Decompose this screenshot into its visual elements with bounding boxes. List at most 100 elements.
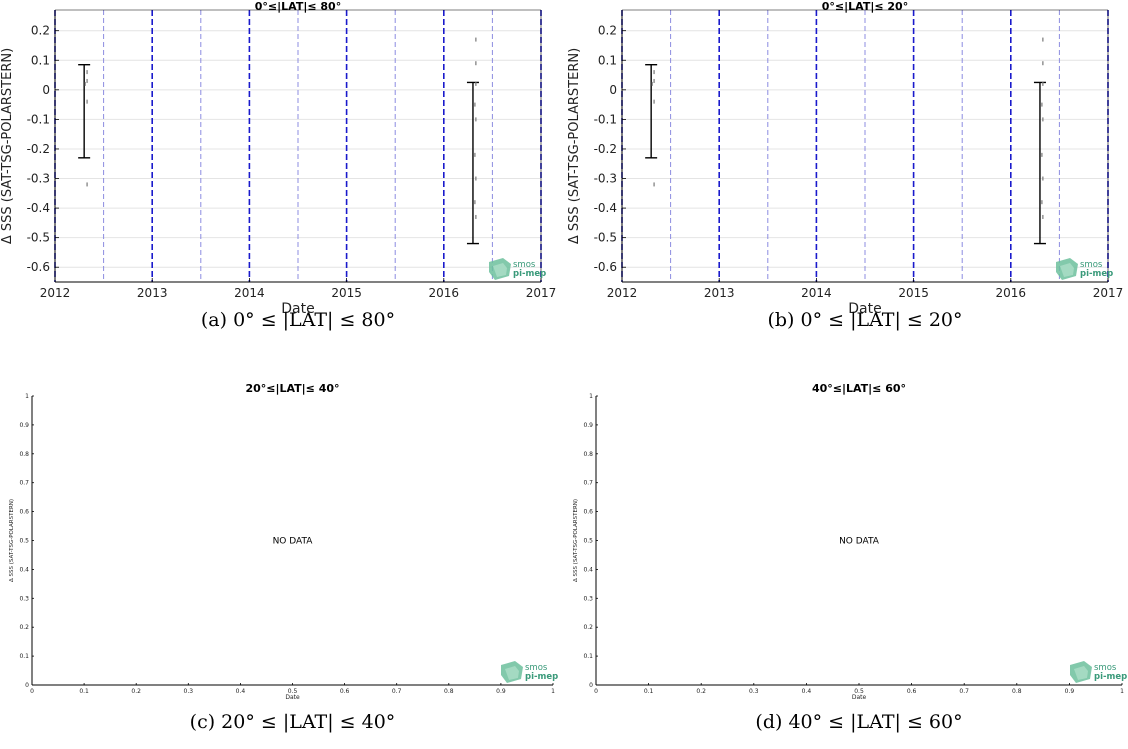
data-point [653, 99, 655, 104]
y-tick-label: 0.1 [31, 53, 50, 67]
data-point [475, 176, 477, 181]
y-tick-label: 0.7 [19, 480, 29, 487]
y-tick-label: -0.6 [27, 260, 50, 274]
x-tick-label: 0.2 [696, 688, 706, 695]
logo-text-smos: smos [1094, 663, 1117, 673]
panel-d: 0 0.1 0.2 0.3 0.4 0.5 0.6 0.7 0.8 0.9 1 1 0.9 0.8 0.7 0… [573, 382, 1127, 733]
data-point [474, 200, 476, 205]
panel-title: 0°≤|LAT|≤ 20° [822, 0, 908, 13]
data-point [653, 78, 655, 83]
y-tick-label: -0.4 [594, 201, 617, 215]
x-tick-label: 0.2 [131, 688, 141, 695]
y-axis-label: Δ SSS (SAT-TSG-POLARSTERN) [573, 499, 579, 582]
x-tick-label: 0.5 [288, 688, 298, 695]
y-tick-label: 0.9 [19, 422, 29, 429]
y-tick-label: 0.8 [19, 451, 29, 458]
panel-a: 2012 2013 2014 2015 2016 2017 0.2 0.1 0 -0.1 -0.2 -… [0, 0, 556, 331]
y-tick-label: 1 [25, 393, 29, 400]
logo-text-pi-mep: pi-mep [525, 672, 558, 682]
data-point [474, 152, 476, 157]
y-tick-label: -0.3 [594, 172, 617, 186]
x-tick-label: 2016 [996, 286, 1027, 300]
y-tick-label: -0.2 [594, 142, 617, 156]
data-point [474, 102, 476, 107]
x-axis-label: Date [848, 301, 881, 317]
logo-shape-inner [1074, 666, 1088, 680]
y-tick-label: 0.2 [598, 24, 617, 38]
data-point [1041, 200, 1043, 205]
x-tick-label: 2012 [607, 286, 638, 300]
y-tick-label: 0.1 [19, 653, 29, 660]
x-tick-label: 2014 [801, 286, 832, 300]
data-point [475, 61, 477, 66]
y-tick-label: 0.5 [19, 538, 29, 545]
no-data-text: NO DATA [839, 537, 880, 547]
y-tick-label: 0.7 [583, 480, 593, 487]
x-tick-label: 2012 [40, 286, 71, 300]
data-point [1042, 61, 1044, 66]
logo-text-pi-mep: pi-mep [1094, 672, 1127, 682]
y-tick-label: 0.2 [31, 24, 50, 38]
data-point [1042, 214, 1044, 219]
data-point [651, 81, 653, 86]
panel-title: 20°≤|LAT|≤ 40° [245, 382, 339, 395]
y-tick-label: 0.2 [19, 624, 29, 631]
logo-shape-inner [493, 263, 507, 277]
data-point [1042, 37, 1044, 42]
y-tick-label: -0.3 [27, 172, 50, 186]
data-point [86, 78, 88, 83]
data-point [86, 99, 88, 104]
y-tick-label: 0.5 [583, 538, 593, 545]
y-tick-label: -0.5 [594, 231, 617, 245]
x-tick-label: 0.7 [959, 688, 969, 695]
panel-caption: (a) 0° ≤ |LAT| ≤ 80° [201, 309, 395, 331]
x-tick-label: 2013 [704, 286, 735, 300]
data-point [653, 182, 655, 187]
x-tick-label: 0.7 [392, 688, 402, 695]
y-tick-label: 0.6 [19, 509, 29, 516]
x-axis-label: Date [281, 301, 314, 317]
y-tick-label: 0.1 [598, 53, 617, 67]
y-tick-label: -0.1 [27, 112, 50, 126]
x-tick-label: 0 [594, 688, 598, 695]
y-tick-label: 0 [589, 682, 593, 689]
data-point [86, 182, 88, 187]
x-tick-label: 2016 [429, 286, 460, 300]
logo-shape-inner [505, 666, 519, 680]
y-tick-label: 0.3 [583, 595, 593, 602]
y-tick-label: -0.5 [27, 231, 50, 245]
panel-caption: (d) 40° ≤ |LAT| ≤ 60° [755, 711, 962, 733]
panel-title: 40°≤|LAT|≤ 60° [812, 382, 906, 395]
data-point [1042, 117, 1044, 122]
y-tick-label: 0.4 [583, 566, 593, 573]
x-tick-label: 0.1 [644, 688, 654, 695]
x-tick-label: 0.6 [907, 688, 917, 695]
y-tick-label: 0.2 [583, 624, 593, 631]
data-point [653, 70, 655, 75]
y-tick-label: -0.6 [594, 260, 617, 274]
x-tick-label: 0.5 [854, 688, 864, 695]
y-tick-label: 0 [42, 83, 50, 97]
x-tick-label: 0.8 [444, 688, 454, 695]
y-axis-label: Δ SSS (SAT-TSG-POLARSTERN) [567, 48, 582, 244]
x-tick-label: 0.4 [802, 688, 812, 695]
logo-shape-inner [1060, 263, 1074, 277]
data-point [84, 81, 86, 86]
y-tick-label: 0.4 [19, 566, 29, 573]
logo-text-smos: smos [1080, 260, 1103, 270]
y-tick-label: -0.1 [594, 112, 617, 126]
x-tick-label: 0.8 [1012, 688, 1022, 695]
data-point [475, 214, 477, 219]
logo-text-pi-mep: pi-mep [1080, 269, 1113, 279]
x-tick-label: 0 [30, 688, 34, 695]
logo-text-smos: smos [525, 663, 548, 673]
no-data-text: NO DATA [273, 537, 314, 547]
x-tick-label: 2015 [898, 286, 929, 300]
x-tick-label: 0.9 [1065, 688, 1075, 695]
y-tick-label: 0 [609, 83, 617, 97]
x-axis-label: Date [285, 694, 300, 701]
y-tick-label: 0.6 [583, 509, 593, 516]
